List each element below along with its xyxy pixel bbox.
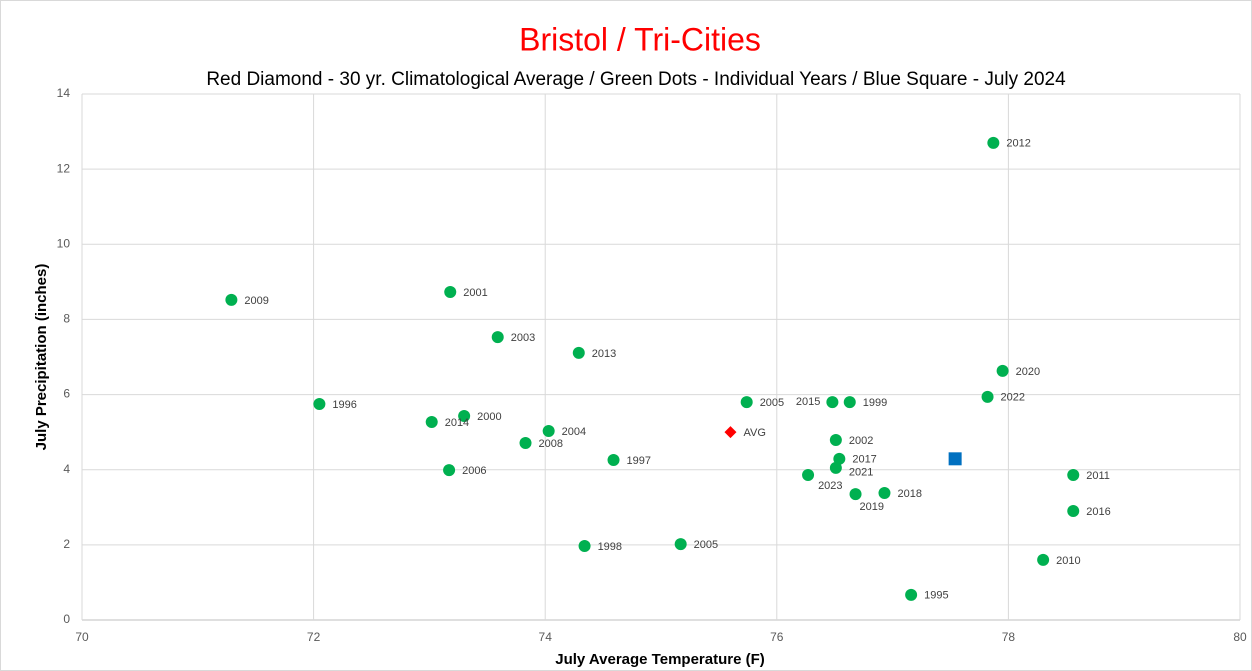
point-label: 1996 (332, 399, 356, 411)
point-label: 2009 (244, 295, 268, 307)
point-label: 2018 (897, 488, 921, 500)
point-label: 2023 (818, 480, 842, 492)
data-point (843, 396, 856, 409)
data-point (519, 437, 532, 450)
point-label: 2011 (1086, 470, 1110, 482)
data-point (829, 434, 842, 447)
data-point (491, 331, 504, 344)
data-point (996, 364, 1009, 377)
point-label: 2008 (539, 438, 563, 450)
data-point (458, 409, 471, 422)
data-point (542, 425, 555, 438)
y-tick-label: 12 (57, 161, 71, 175)
y-tick-label: 2 (63, 537, 70, 551)
data-point (849, 488, 862, 501)
current-point (948, 452, 962, 466)
point-label: 2022 (1001, 392, 1025, 404)
point-label: 1995 (924, 590, 948, 602)
x-tick-label: 74 (539, 630, 553, 644)
data-point (443, 464, 456, 477)
data-point (444, 286, 457, 299)
data-point (313, 397, 326, 410)
data-point (740, 396, 753, 409)
point-label: 2019 (860, 501, 884, 513)
x-tick-label: 80 (1233, 630, 1247, 644)
point-label: 2005 (694, 539, 718, 551)
point-label: AVG (743, 427, 765, 439)
data-point (578, 539, 591, 552)
point-label: 2021 (849, 467, 873, 479)
point-label: 2006 (462, 465, 486, 477)
point-label: 2001 (463, 287, 487, 299)
data-point (572, 346, 585, 359)
point-label: 2005 (760, 397, 784, 409)
point-label: 2004 (562, 426, 586, 438)
data-point (1037, 553, 1050, 566)
x-tick-label: 72 (307, 630, 321, 644)
point-label: 2000 (477, 411, 501, 423)
y-tick-label: 8 (63, 312, 70, 326)
point-label: 2010 (1056, 555, 1080, 567)
data-point (674, 538, 687, 551)
y-tick-label: 10 (57, 236, 71, 250)
y-tick-label: 6 (63, 387, 70, 401)
point-label: 2016 (1086, 506, 1110, 518)
data-point (905, 588, 918, 601)
data-point (829, 461, 842, 474)
data-point (878, 487, 891, 500)
data-point (225, 293, 238, 306)
point-label: 1997 (627, 455, 651, 467)
data-point (802, 468, 815, 481)
point-label: 2017 (852, 454, 876, 466)
point-label: 2020 (1016, 366, 1040, 378)
y-tick-label: 4 (63, 462, 70, 476)
data-point (1067, 468, 1080, 481)
point-label: 2002 (849, 435, 873, 447)
data-point (607, 453, 620, 466)
x-tick-label: 76 (770, 630, 784, 644)
chart-title: Bristol / Tri-Cities (519, 21, 761, 57)
x-tick-label: 70 (75, 630, 89, 644)
point-label: 2012 (1006, 138, 1030, 150)
y-axis-label: July Precipitation (inches) (33, 264, 50, 451)
x-tick-label: 78 (1002, 630, 1016, 644)
data-point (425, 415, 438, 428)
point-label: 1999 (863, 397, 887, 409)
point-label: 2003 (511, 332, 535, 344)
data-point (833, 452, 846, 465)
data-point (826, 396, 839, 409)
point-label: 2015 (796, 396, 820, 408)
data-point (987, 136, 1000, 149)
average-point (724, 426, 737, 439)
point-label: 2013 (592, 348, 616, 360)
x-axis-label: July Average Temperature (F) (555, 651, 765, 668)
point-label: 1998 (598, 541, 622, 553)
data-point (981, 390, 994, 403)
data-point (1067, 505, 1080, 518)
y-tick-label: 14 (57, 86, 71, 100)
point-label: 2014 (445, 417, 469, 429)
chart-subtitle: Red Diamond - 30 yr. Climatological Aver… (206, 69, 1066, 90)
y-tick-label: 0 (63, 612, 70, 626)
